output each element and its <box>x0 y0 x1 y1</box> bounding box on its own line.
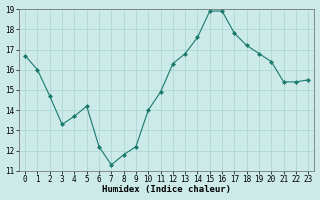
X-axis label: Humidex (Indice chaleur): Humidex (Indice chaleur) <box>102 185 231 194</box>
